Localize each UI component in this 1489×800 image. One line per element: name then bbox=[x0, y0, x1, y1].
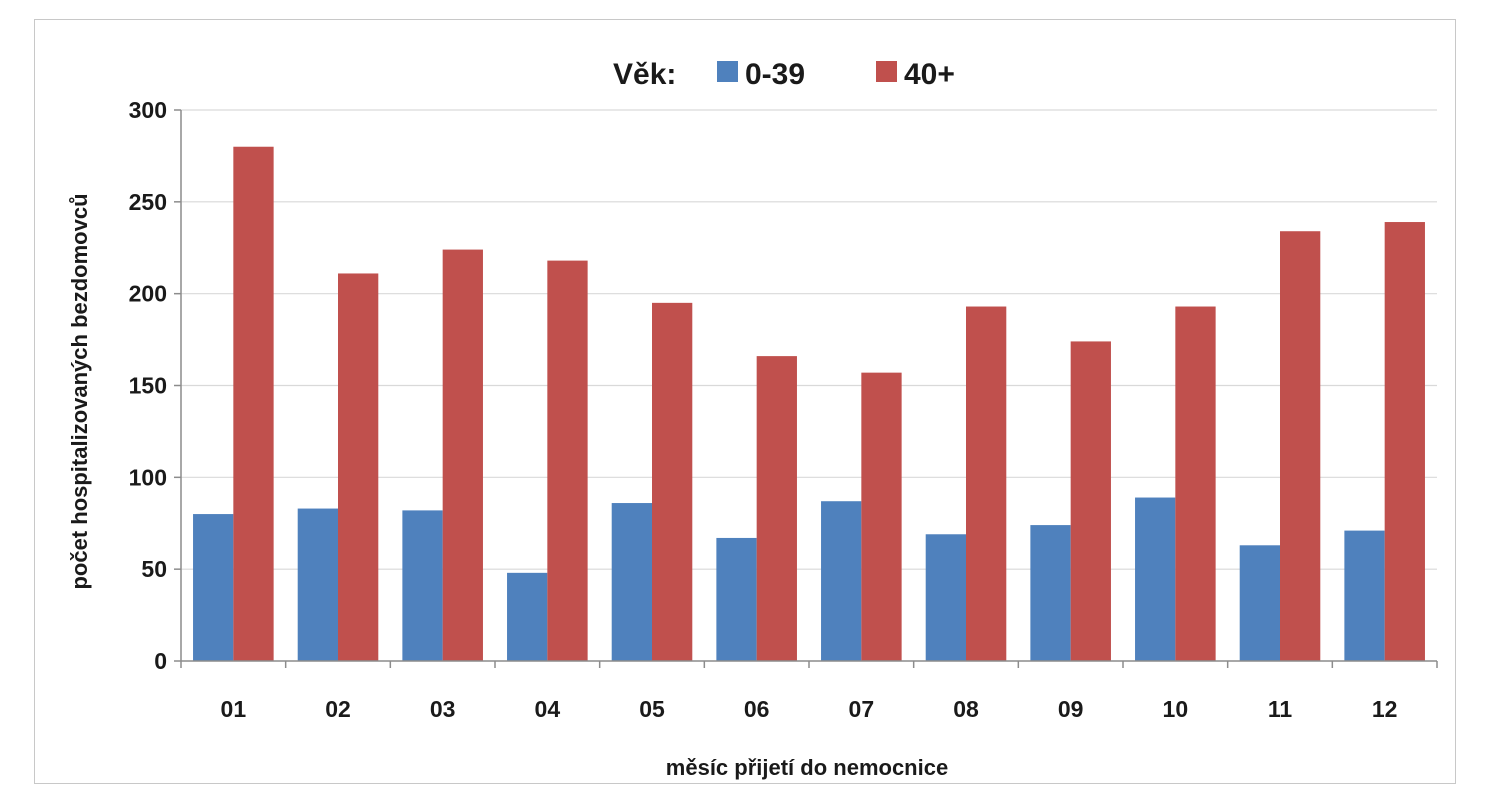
y-axis-title: počet hospitalizovaných bezdomovců bbox=[67, 193, 92, 589]
bar-0-39-06 bbox=[716, 537, 757, 661]
bar-40-plus-10 bbox=[1175, 306, 1216, 661]
x-tick-label: 01 bbox=[221, 696, 247, 722]
y-tick-label: 0 bbox=[154, 648, 167, 674]
bar-40-plus-06 bbox=[756, 356, 797, 661]
bar-40-plus-12 bbox=[1384, 222, 1425, 661]
legend: Věk: 0-39 40+ bbox=[613, 58, 955, 91]
x-tick-label: 06 bbox=[744, 696, 770, 722]
x-tick-label: 04 bbox=[535, 696, 561, 722]
bar-0-39-09 bbox=[1030, 525, 1071, 661]
legend-swatch-0-39 bbox=[717, 61, 738, 82]
x-tick-labels: 01 02 03 04 05 06 07 08 09 10 11 12 bbox=[221, 696, 1398, 722]
y-tick-label: 150 bbox=[129, 373, 167, 399]
bar-40-plus-07 bbox=[861, 372, 902, 661]
x-tick-label: 12 bbox=[1372, 696, 1398, 722]
legend-title: Věk: bbox=[613, 58, 676, 91]
bar-0-39-01 bbox=[193, 514, 234, 661]
bar-0-39-05 bbox=[611, 503, 652, 661]
y-tick-label: 300 bbox=[129, 97, 167, 123]
bar-40-plus-05 bbox=[652, 302, 693, 661]
y-tick-label: 250 bbox=[129, 189, 167, 215]
bar-0-39-11 bbox=[1239, 545, 1280, 661]
legend-label-0-39: 0-39 bbox=[745, 58, 805, 91]
x-tick-label: 05 bbox=[639, 696, 665, 722]
bar-0-39-02 bbox=[297, 508, 338, 661]
bar-40-plus-02 bbox=[338, 273, 379, 661]
bar-0-39-10 bbox=[1135, 497, 1176, 661]
x-tick-label: 11 bbox=[1268, 696, 1293, 722]
bar-0-39-04 bbox=[507, 572, 548, 661]
bar-40-plus-04 bbox=[547, 260, 588, 661]
legend-swatch-40-plus bbox=[876, 61, 897, 82]
y-tick-labels: 0 50 100 150 200 250 300 bbox=[129, 97, 167, 674]
x-tick-label: 10 bbox=[1163, 696, 1189, 722]
x-tick-label: 08 bbox=[953, 696, 979, 722]
x-tick-label: 02 bbox=[325, 696, 351, 722]
bar-0-39-07 bbox=[821, 501, 862, 661]
gridlines bbox=[174, 109, 1438, 668]
legend-label-40-plus: 40+ bbox=[904, 58, 955, 91]
x-tick-label: 03 bbox=[430, 696, 456, 722]
bar-40-plus-03 bbox=[442, 249, 483, 661]
bar-0-39-08 bbox=[925, 534, 966, 661]
axes bbox=[180, 110, 1437, 662]
y-tick-label: 50 bbox=[141, 556, 167, 582]
bar-40-plus-09 bbox=[1070, 341, 1111, 661]
y-tick-label: 200 bbox=[129, 281, 167, 307]
x-tick-label: 09 bbox=[1058, 696, 1084, 722]
bar-40-plus-01 bbox=[233, 146, 274, 661]
x-axis-title: měsíc přijetí do nemocnice bbox=[666, 755, 948, 780]
bars bbox=[193, 146, 1425, 661]
bar-0-39-12 bbox=[1344, 530, 1385, 661]
bar-40-plus-11 bbox=[1280, 231, 1321, 661]
bar-0-39-03 bbox=[402, 510, 443, 661]
x-tick-label: 07 bbox=[849, 696, 875, 722]
bar-40-plus-08 bbox=[966, 306, 1007, 661]
y-tick-label: 100 bbox=[129, 464, 167, 490]
